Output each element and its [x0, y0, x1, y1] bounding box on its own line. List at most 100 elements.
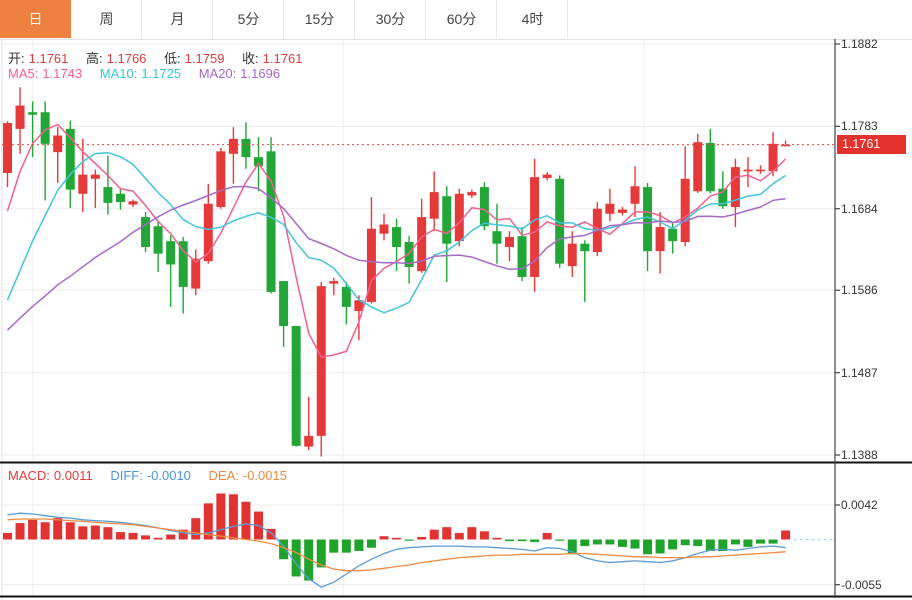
candle[interactable]	[78, 138, 88, 213]
candle[interactable]	[680, 146, 690, 247]
macd-bar	[141, 535, 151, 540]
candle[interactable]	[266, 137, 276, 294]
last-price-badge: 1.1761	[837, 135, 906, 155]
candle[interactable]	[505, 231, 514, 262]
macd-row: MACD: 0.0011 DIFF: -0.0010 DEA: -0.0015	[8, 468, 291, 483]
macd-axis-label: 0.0042	[841, 498, 878, 512]
tab-周[interactable]: 周	[71, 0, 142, 38]
candle[interactable]	[316, 281, 326, 457]
macd-bar	[15, 523, 25, 540]
candle[interactable]	[454, 188, 464, 247]
candle[interactable]	[630, 166, 640, 218]
tab-4时[interactable]: 4时	[497, 0, 568, 38]
macd-bar	[128, 532, 138, 540]
candle[interactable]	[216, 147, 226, 209]
candle[interactable]	[768, 132, 778, 177]
macd-bar	[417, 537, 427, 540]
macd-bar	[216, 493, 226, 540]
candle[interactable]	[756, 165, 765, 174]
tab-月[interactable]: 月	[142, 0, 213, 38]
candle[interactable]	[341, 281, 351, 325]
candle[interactable]	[429, 171, 439, 232]
candle[interactable]	[643, 182, 653, 272]
candle[interactable]	[743, 157, 753, 188]
ma-row: MA5: 1.1743 MA10: 1.1725 MA20: 1.1696	[8, 66, 284, 81]
macd-bar	[115, 532, 125, 540]
candle[interactable]	[40, 101, 50, 201]
tab-5分[interactable]: 5分	[213, 0, 284, 38]
diff-value: -0.0010	[146, 468, 191, 483]
candle[interactable]	[479, 182, 489, 231]
candle[interactable]	[718, 171, 728, 209]
candle[interactable]	[492, 203, 502, 264]
candle[interactable]	[668, 222, 678, 254]
candle[interactable]	[605, 188, 615, 222]
macd-bar	[266, 528, 276, 540]
macd-bar	[28, 519, 38, 540]
candle[interactable]	[730, 158, 740, 228]
candle[interactable]	[617, 207, 627, 216]
candle[interactable]	[53, 127, 63, 183]
candle[interactable]	[128, 199, 138, 208]
candle[interactable]	[404, 236, 414, 284]
tab-30分[interactable]: 30分	[355, 0, 426, 38]
macd-bar	[718, 539, 728, 551]
candle[interactable]	[15, 87, 25, 154]
dea-value: -0.0015	[242, 468, 287, 483]
candle[interactable]	[781, 140, 791, 147]
candle[interactable]	[517, 227, 527, 282]
candles[interactable]	[3, 87, 791, 457]
candle[interactable]	[65, 120, 75, 208]
candle[interactable]	[153, 220, 163, 272]
candle[interactable]	[291, 326, 301, 447]
ma10-line	[6, 151, 787, 314]
macd-bar	[580, 539, 590, 547]
candle[interactable]	[379, 213, 389, 241]
axis-ticks	[835, 43, 840, 586]
tab-日[interactable]: 日	[0, 0, 71, 38]
candle[interactable]	[705, 128, 715, 193]
macd-bar	[304, 539, 314, 581]
high-value: 1.1766	[106, 51, 147, 66]
macd-bar	[530, 539, 540, 542]
macd-bar	[756, 539, 765, 544]
candle[interactable]	[241, 122, 251, 169]
dea-label: DEA:	[208, 468, 239, 483]
diff-label: DIFF:	[110, 468, 143, 483]
candle[interactable]	[279, 281, 289, 347]
candle[interactable]	[141, 212, 151, 252]
candle[interactable]	[115, 188, 125, 210]
candle[interactable]	[542, 172, 552, 181]
tab-15分[interactable]: 15分	[284, 0, 355, 38]
candle[interactable]	[354, 295, 364, 341]
ma5-line	[6, 123, 787, 359]
low-value: 1.1759	[184, 51, 225, 66]
macd-bar	[630, 539, 640, 549]
macd-bar	[329, 539, 339, 553]
candle[interactable]	[580, 240, 590, 302]
candle[interactable]	[203, 183, 213, 264]
candle[interactable]	[693, 133, 703, 193]
candle[interactable]	[103, 155, 113, 215]
candle[interactable]	[178, 237, 188, 314]
candle[interactable]	[467, 189, 477, 198]
candle[interactable]	[366, 197, 376, 304]
macd-label: MACD:	[8, 468, 50, 483]
ma5-value: 1.1743	[42, 66, 83, 81]
candle[interactable]	[191, 249, 201, 296]
macd-bar	[241, 501, 251, 540]
candle[interactable]	[28, 101, 38, 158]
candle[interactable]	[555, 175, 565, 268]
candle[interactable]	[166, 235, 176, 307]
candle[interactable]	[530, 158, 540, 292]
tab-60分[interactable]: 60分	[426, 0, 497, 38]
candle[interactable]	[90, 169, 100, 208]
candle[interactable]	[3, 121, 12, 188]
candle[interactable]	[304, 396, 314, 451]
candle[interactable]	[228, 127, 238, 184]
candle[interactable]	[567, 231, 577, 277]
candle[interactable]	[329, 277, 339, 296]
macd-bar	[680, 539, 690, 546]
